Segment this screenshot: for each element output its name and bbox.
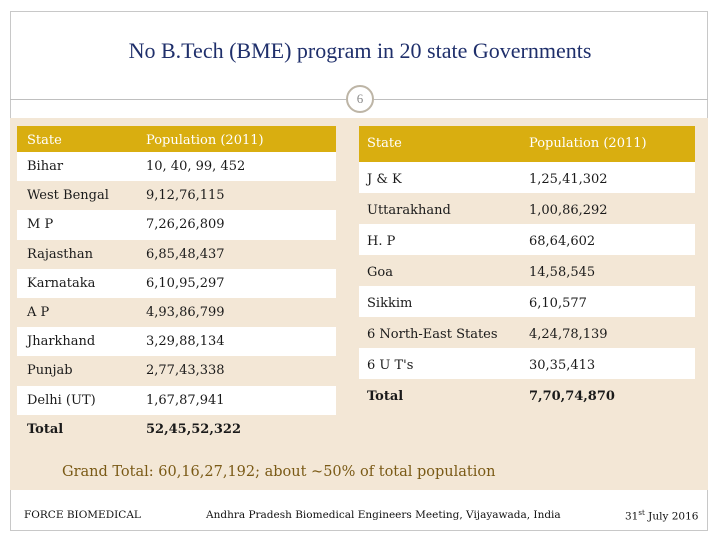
cell-state: Rajasthan: [27, 246, 94, 262]
cell-population: 4,24,78,139: [529, 327, 608, 342]
table-row: H. P 68,64,602: [359, 224, 695, 255]
footer-event: Andhra Pradesh Biomedical Engineers Meet…: [206, 509, 561, 521]
cell-population: 1,00,86,292: [529, 203, 608, 218]
total-value: 7,70,74,870: [529, 389, 615, 404]
table-row: A P 4,93,86,799: [17, 298, 336, 327]
title-divider-left: [10, 99, 346, 100]
cell-population: 10, 40, 99, 452: [146, 159, 246, 174]
table-row: 6 North-East States 4,24,78,139: [359, 317, 695, 348]
cell-state: H. P: [367, 234, 396, 249]
table-header-row: State Population (2011): [17, 126, 336, 152]
cell-state: Punjab: [27, 363, 73, 379]
page-number: 6: [346, 85, 374, 113]
table-row: 6 U T's 30,35,413: [359, 348, 695, 379]
cell-population: 2,77,43,338: [146, 363, 225, 379]
cell-state: 6 U T's: [367, 358, 414, 373]
left-population-table: State Population (2011) Bihar 10, 40, 99, 4…: [17, 126, 336, 446]
table-row: M P 7,26,26,809: [17, 210, 336, 240]
cell-state: M P: [27, 217, 54, 233]
cell-population: 14,58,545: [529, 265, 596, 280]
footer-organization: FORCE BIOMEDICAL: [24, 509, 141, 521]
cell-population: 1,25,41,302: [529, 172, 608, 187]
cell-population: 68,64,602: [529, 234, 596, 249]
table-row: Jharkhand 3,29,88,134: [17, 327, 336, 357]
table-row: Bihar 10, 40, 99, 452: [17, 152, 336, 182]
footer-date-rest: July 2016: [644, 510, 699, 523]
cell-state: Karnataka: [27, 275, 96, 291]
total-label: Total: [27, 421, 64, 437]
header-state: State: [367, 136, 402, 151]
header-state: State: [27, 133, 62, 148]
cell-state: Bihar: [27, 159, 64, 174]
table-row: West Bengal 9,12,76,115: [17, 181, 336, 210]
table-row: Sikkim 6,10,577: [359, 286, 695, 317]
total-value: 52,45,52,322: [146, 421, 241, 437]
table-row: Punjab 2,77,43,338: [17, 356, 336, 385]
cell-population: 6,10,577: [529, 296, 587, 311]
slide-title: No B.Tech (BME) program in 20 state Gove…: [128, 38, 592, 63]
table-row: Delhi (UT) 1,67,87,941: [17, 385, 336, 415]
cell-state: A P: [27, 305, 50, 320]
table-header-row: State Population (2011): [359, 126, 695, 162]
cell-population: 6,85,48,437: [146, 246, 225, 262]
cell-population: 4,93,86,799: [146, 305, 225, 320]
cell-state: Uttarakhand: [367, 203, 451, 218]
table-row: Karnataka 6,10,95,297: [17, 268, 336, 298]
cell-state: Jharkhand: [27, 334, 96, 350]
table-row: Goa 14,58,545: [359, 255, 695, 286]
title-divider-right: [374, 99, 708, 100]
cell-population: 6,10,95,297: [146, 275, 225, 291]
total-label: Total: [367, 389, 404, 404]
cell-population: 1,67,87,941: [146, 392, 225, 408]
cell-population: 30,35,413: [529, 358, 596, 373]
table-row: J & K 1,25,41,302: [359, 162, 695, 193]
cell-state: Sikkim: [367, 296, 413, 311]
cell-population: 3,29,88,134: [146, 334, 225, 350]
cell-state: West Bengal: [27, 188, 109, 204]
cell-state: Delhi (UT): [27, 392, 96, 408]
table-total-row: Total 52,45,52,322: [17, 415, 336, 444]
cell-state: 6 North-East States: [367, 327, 498, 342]
table-row: Uttarakhand 1,00,86,292: [359, 193, 695, 224]
table-total-row: Total 7,70,74,870: [359, 379, 695, 410]
cell-state: J & K: [367, 172, 402, 187]
footer-date: 31st July 2016: [625, 509, 698, 523]
footer-date-day: 31: [625, 510, 639, 523]
table-row: Rajasthan 6,85,48,437: [17, 240, 336, 269]
cell-population: 9,12,76,115: [146, 188, 225, 204]
footer-date-suffix: st: [638, 509, 645, 517]
grand-total-text: Grand Total: 60,16,27,192; about ~50% of…: [62, 464, 496, 480]
header-population: Population (2011): [146, 133, 264, 148]
right-population-table: State Population (2011) J & K 1,25,41,302 Ut…: [359, 126, 695, 416]
header-population: Population (2011): [529, 136, 647, 151]
cell-population: 7,26,26,809: [146, 217, 225, 233]
cell-state: Goa: [367, 265, 393, 280]
